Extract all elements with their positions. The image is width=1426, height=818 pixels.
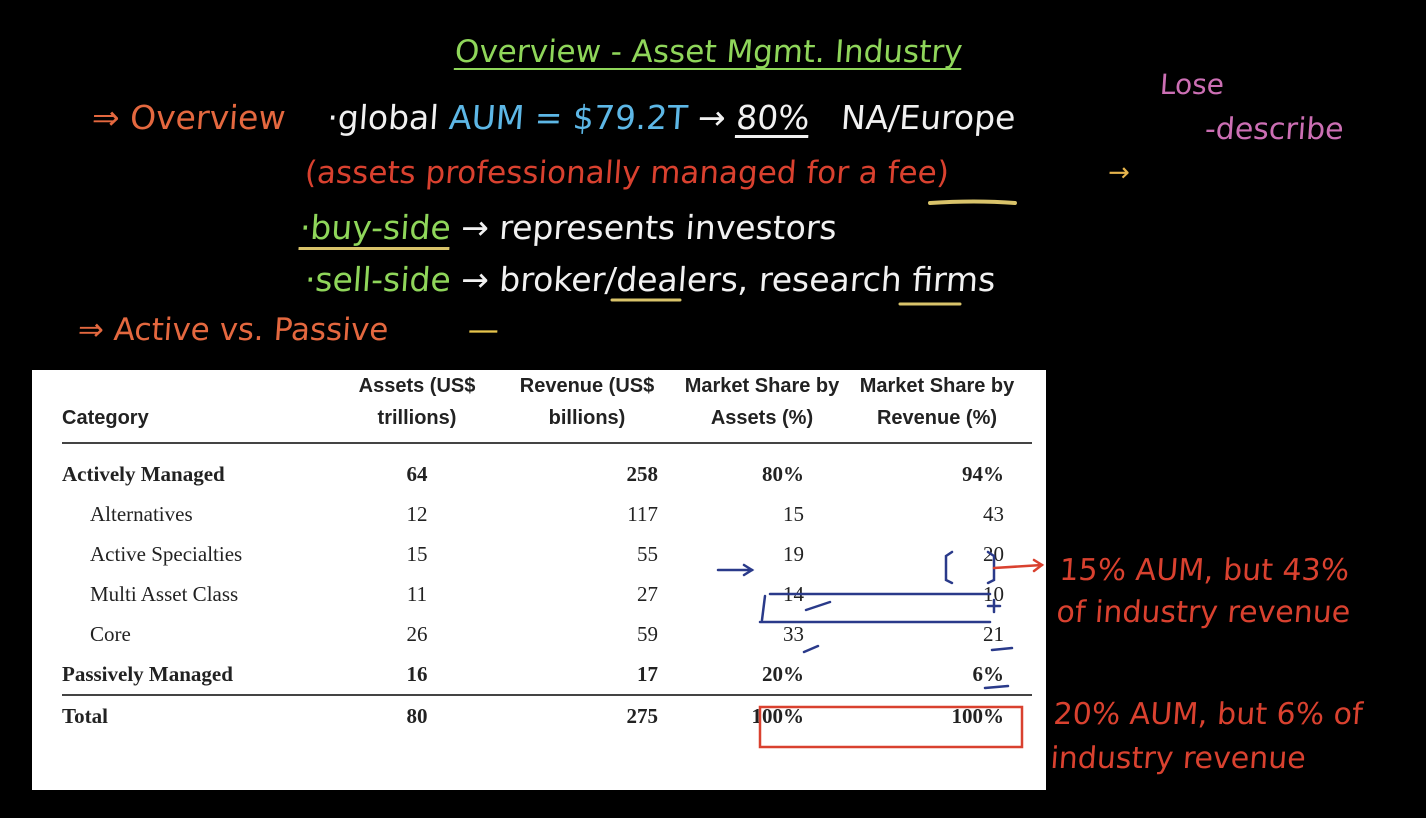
bracket-43-left <box>944 550 954 585</box>
share-assets-cell: 15 <box>783 501 804 526</box>
table-total-row: Total 80 275 100% 100% <box>62 694 1032 736</box>
category-cell: Alternatives <box>90 501 193 526</box>
revenue-cell: 17 <box>637 661 658 686</box>
assets-cell: 26 <box>406 621 428 646</box>
revenue-cell: 258 <box>626 461 659 486</box>
revenue-cell: 27 <box>637 581 658 606</box>
alternatives-note: 15% AUM, but 43% of industry revenue <box>1055 550 1355 634</box>
industry-table-panel: Category Assets (US$ trillions) Revenue … <box>32 370 1046 790</box>
category-cell: Multi Asset Class <box>90 581 239 606</box>
passive-highlight-box <box>758 705 1024 749</box>
assets-cell: 11 <box>406 581 428 606</box>
header-share-revenue: Market Share by Revenue (%) <box>842 370 1032 444</box>
revenue-cell: 117 <box>627 501 658 526</box>
share-revenue-cell: 6% <box>972 661 1005 686</box>
assets-cell: 80 <box>342 694 492 736</box>
table-row: Passively Managed 16 17 20% 6% <box>62 654 1032 695</box>
share-revenue-cell: 94% <box>962 461 1004 486</box>
header-revenue: Revenue (US$ billions) <box>492 370 682 444</box>
share-assets-cell: 20% <box>762 661 804 686</box>
tick <box>983 684 1010 690</box>
tick <box>986 598 1002 614</box>
passive-note-line2: industry revenue <box>1049 741 1307 776</box>
table-header-row: Category Assets (US$ trillions) Revenue … <box>62 370 1032 444</box>
table-row: Alternatives 12 117 15 43 <box>62 494 1032 534</box>
header-category: Category <box>62 370 342 444</box>
industry-table: Category Assets (US$ trillions) Revenue … <box>62 370 1032 736</box>
passive-note: 20% AUM, but 6% of industry revenue <box>1049 693 1364 781</box>
category-cell: Actively Managed <box>62 461 225 486</box>
share-assets-cell: 19 <box>783 541 804 566</box>
category-cell: Active Specialties <box>90 541 243 566</box>
table-row: Actively Managed 64 258 80% 94% <box>62 443 1032 494</box>
alternatives-note-line2: of industry revenue <box>1055 595 1352 630</box>
table-row: Multi Asset Class 11 27 14 10 <box>62 574 1032 614</box>
alternatives-note-arrow <box>992 563 1044 570</box>
revenue-cell: 59 <box>637 621 658 646</box>
fee-underline <box>928 199 1017 205</box>
header-assets: Assets (US$ trillions) <box>342 370 492 444</box>
share-assets-cell: 33 <box>783 621 804 646</box>
assets-cell: 64 <box>406 461 428 486</box>
passive-note-line1: 20% AUM, but 6% of <box>1052 697 1364 732</box>
category-cell: Passively Managed <box>62 661 233 686</box>
share-revenue-cell: 20 <box>983 541 1004 566</box>
assets-cell: 12 <box>406 501 428 526</box>
share-assets-cell: 80% <box>762 461 804 486</box>
tick <box>802 644 820 654</box>
share-revenue-cell: 43 <box>983 501 1004 526</box>
assets-cell: 15 <box>406 541 428 566</box>
revenue-cell: 275 <box>492 694 682 736</box>
share-revenue-cell: 21 <box>983 621 1004 646</box>
table-row: Active Specialties 15 55 19 20 <box>62 534 1032 574</box>
share-revenue-cell: 10 <box>983 581 1004 606</box>
table-row: Core 26 59 33 21 <box>62 614 1032 654</box>
assets-cell: 16 <box>406 661 428 686</box>
tick <box>990 646 1014 652</box>
alternatives-note-line1: 15% AUM, but 43% <box>1058 553 1351 588</box>
revenue-cell: 55 <box>637 541 658 566</box>
category-cell: Core <box>90 621 131 646</box>
header-share-assets: Market Share by Assets (%) <box>682 370 842 444</box>
tick <box>804 600 832 612</box>
category-cell: Total <box>62 694 342 736</box>
